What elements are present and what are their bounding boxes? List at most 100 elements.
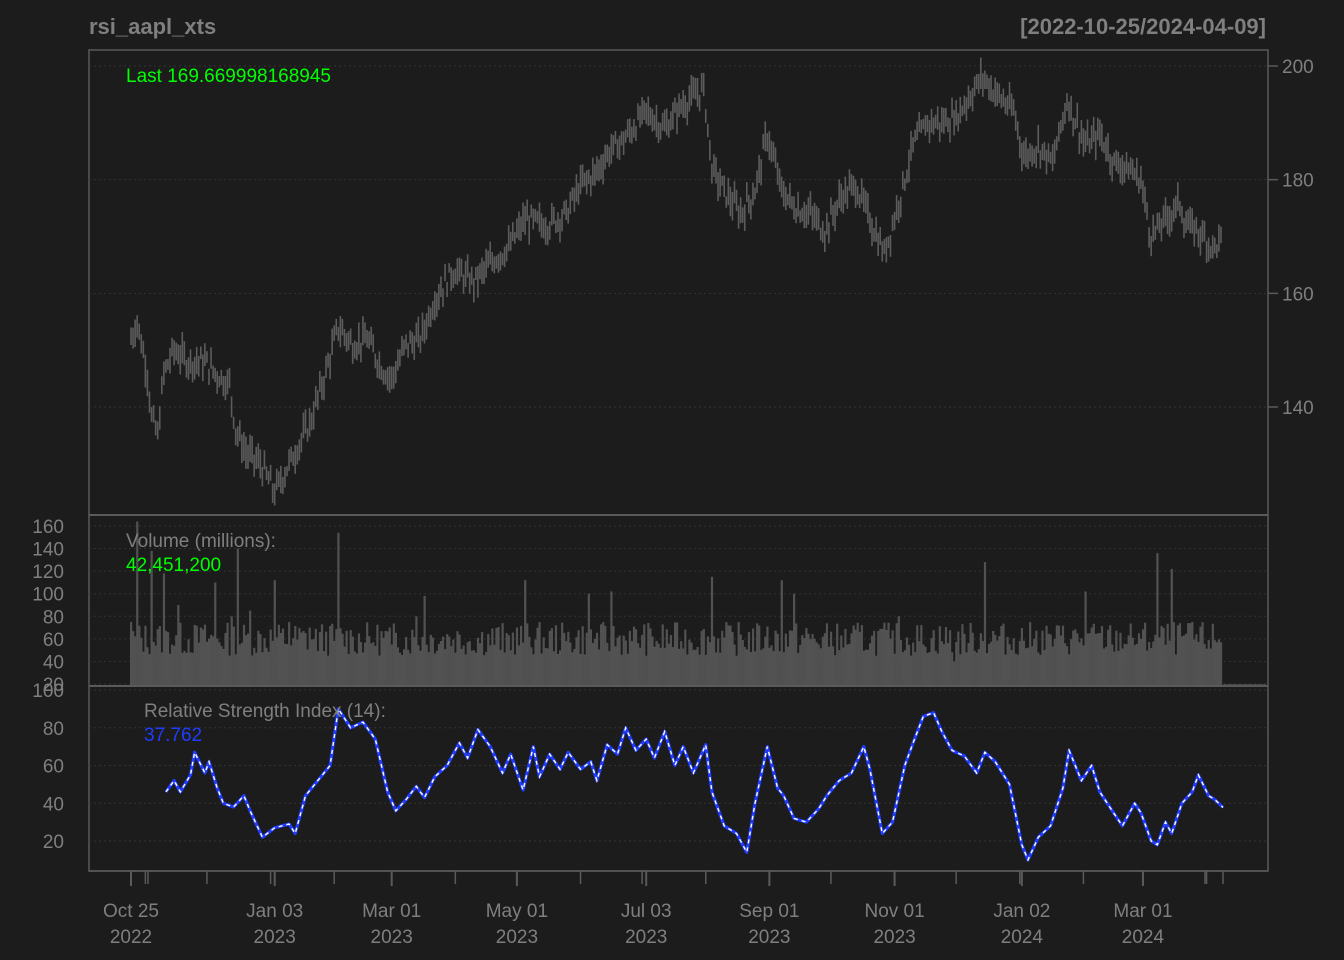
volume-bar [778, 651, 781, 685]
volume-bar [801, 635, 804, 685]
volume-bar [969, 622, 972, 685]
volume-bar [1066, 646, 1069, 685]
volume-bar [1055, 625, 1058, 685]
volume-bar [647, 622, 650, 685]
volume-bar [676, 622, 679, 685]
volume-bar [739, 634, 742, 685]
volume-bar [1211, 623, 1214, 685]
volume-bar [193, 624, 196, 685]
volume-bar [591, 642, 595, 685]
volume-bar [632, 626, 636, 685]
volume-bar [150, 550, 153, 685]
volume-bar [458, 634, 461, 685]
volume-bar [378, 655, 381, 685]
volume-bar [985, 653, 989, 685]
volume-bar [706, 636, 709, 685]
volume-bar [1016, 654, 1019, 685]
volume-bar [846, 644, 849, 685]
volume-bar [1022, 640, 1026, 685]
volume-bar [571, 652, 574, 685]
volume-bar [222, 648, 225, 685]
price-tick-label: 160 [1282, 284, 1314, 305]
volume-bar [489, 645, 492, 685]
volume-bar [766, 626, 769, 685]
x-tick-label-year: 2023 [748, 927, 790, 948]
volume-bar [698, 654, 701, 685]
volume-bar [1086, 633, 1089, 685]
volume-bar [1039, 654, 1042, 685]
volume-bar [1144, 622, 1147, 685]
volume-bar [1107, 629, 1110, 685]
volume-bar [688, 639, 691, 685]
x-tick-label-month: Mar 01 [362, 901, 421, 922]
volume-bar [292, 638, 295, 685]
volume-bar [708, 642, 712, 685]
volume-bar [1189, 623, 1192, 685]
volume-bar [456, 631, 459, 685]
volume-bar [1213, 640, 1216, 685]
volume-tick-label: 20 [43, 675, 64, 696]
volume-bar [760, 649, 763, 685]
volume-bar [208, 638, 211, 685]
volume-bar [226, 622, 229, 685]
volume-bar [478, 643, 482, 685]
volume-bar [179, 622, 182, 685]
volume-bar [1141, 629, 1145, 685]
price-tick-label: 180 [1282, 171, 1314, 192]
volume-bar [536, 627, 539, 685]
volume-bar [924, 646, 927, 685]
volume-bar [1219, 642, 1223, 685]
volume-bar [505, 633, 508, 685]
volume-bar [476, 637, 480, 685]
volume-bar [653, 646, 656, 685]
x-tick-label-month: Sep 01 [739, 901, 799, 922]
volume-bar [1102, 648, 1106, 685]
volume-bar [497, 627, 500, 685]
rsi-legend-value: 37.762 [144, 725, 202, 746]
volume-bar [971, 632, 974, 685]
volume-bar [244, 635, 248, 685]
volume-bar [1185, 633, 1188, 685]
volume-bar [386, 631, 389, 685]
volume-bar [199, 627, 202, 685]
volume-bar [712, 636, 716, 685]
volume-bar [1080, 638, 1083, 685]
price-tick-label: 200 [1282, 57, 1314, 78]
volume-bar [515, 627, 519, 685]
volume-bar [673, 622, 677, 685]
rsi-tick-label: 100 [32, 681, 64, 702]
volume-bar [1178, 623, 1182, 685]
volume-bar [832, 646, 835, 685]
rsi-tick-label: 40 [43, 794, 64, 815]
volume-bar [981, 641, 985, 685]
volume-bar [372, 642, 375, 685]
volume-bar [296, 639, 299, 685]
volume-bar [1070, 639, 1073, 685]
volume-bar [164, 630, 168, 685]
volume-bar [663, 647, 666, 685]
volume-bar [731, 632, 734, 685]
volume-bar [938, 626, 941, 685]
volume-bar [269, 629, 272, 685]
volume-bar [341, 633, 344, 685]
volume-bar [345, 630, 348, 685]
volume-bar [612, 625, 615, 685]
volume-bar [1156, 553, 1159, 685]
volume-bar [462, 645, 465, 685]
volume-bar [926, 653, 929, 685]
volume-bar [700, 630, 703, 685]
volume-bar [877, 631, 880, 685]
volume-bar [195, 625, 198, 685]
volume-bar [743, 646, 746, 685]
volume-bar [811, 633, 814, 685]
volume-bar [756, 623, 759, 685]
volume-bar [212, 636, 215, 685]
volume-bar [261, 652, 264, 685]
volume-bar [234, 654, 237, 685]
volume-bar [815, 642, 818, 685]
volume-bar [1100, 626, 1104, 685]
volume-bar [333, 640, 336, 685]
volume-bar [838, 650, 841, 685]
volume-bar [581, 626, 584, 685]
volume-bar [809, 639, 812, 685]
